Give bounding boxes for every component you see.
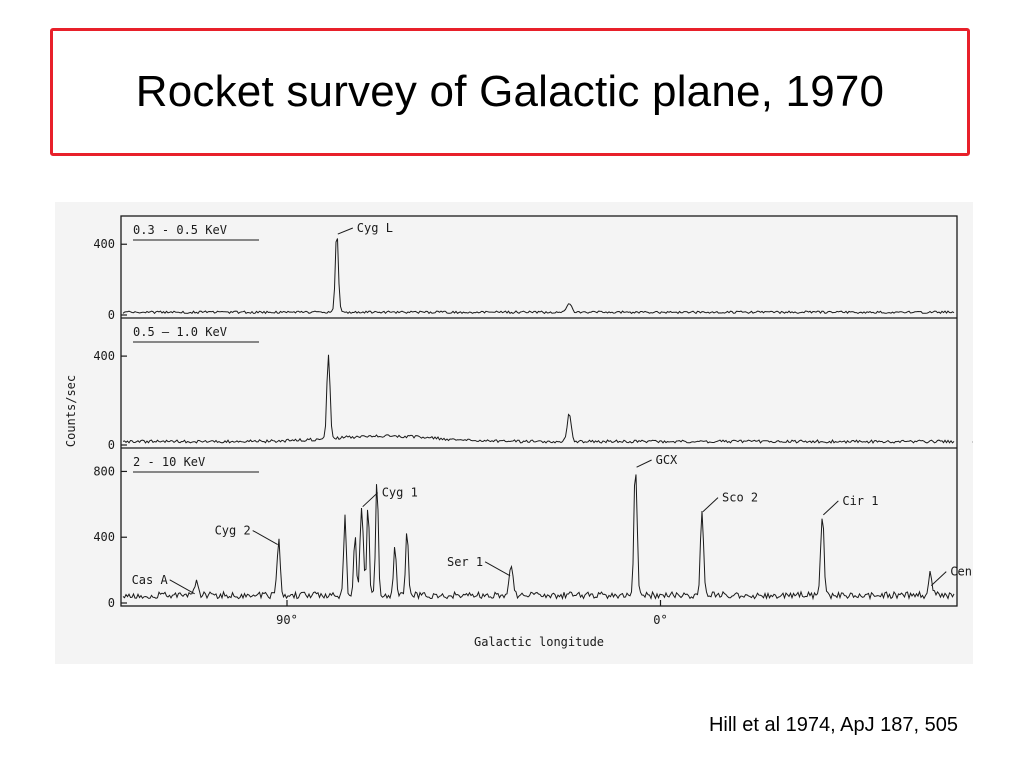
x-tick-label: 0°: [653, 613, 667, 627]
x-tick-label: 90°: [276, 613, 298, 627]
source-pointer: [823, 500, 839, 516]
source-label: Cyg 1: [382, 486, 418, 500]
y-axis-title: Counts/sec: [64, 375, 78, 447]
y-tick-label: 400: [93, 349, 115, 363]
y-tick-label: 400: [93, 530, 115, 544]
source-label: Cas A: [132, 573, 169, 587]
plot-frame: [120, 215, 958, 607]
spectrum-series: [122, 474, 955, 601]
y-tick-label: 0: [108, 596, 115, 610]
band-label: 0.5 – 1.0 KeV: [133, 325, 227, 339]
source-label: Cyg L: [357, 221, 393, 235]
source-label: Cyg 2: [215, 524, 251, 538]
source-pointer: [702, 497, 719, 512]
spectrum-series: [122, 354, 955, 444]
source-pointer: [636, 459, 652, 468]
source-pointer: [930, 571, 947, 586]
citation: Hill et al 1974, ApJ 187, 505: [708, 714, 958, 736]
source-pointer: [337, 227, 353, 235]
source-pointer: [252, 530, 278, 545]
y-tick-label: 0: [108, 308, 115, 322]
source-pointer: [169, 579, 195, 595]
x-axis-title: Galactic longitude: [474, 635, 604, 649]
source-label: Sco 2: [722, 491, 758, 505]
spectrum-series: [122, 238, 955, 315]
y-tick-label: 400: [93, 237, 115, 251]
band-label: 0.3 - 0.5 KeV: [133, 223, 227, 237]
source-label: GCX: [656, 453, 678, 467]
band-label: 2 - 10 KeV: [133, 455, 205, 469]
source-pointer: [484, 561, 511, 577]
source-pointer: [362, 492, 379, 508]
slide-title: Rocket survey of Galactic plane, 1970: [135, 67, 885, 116]
source-label: Ser 1: [447, 555, 483, 569]
source-label: Cir 1: [842, 494, 878, 508]
title-box: Rocket survey of Galactic plane, 1970: [50, 28, 970, 156]
y-tick-label: 800: [93, 464, 115, 478]
y-tick-label: 0: [108, 438, 115, 452]
source-label: Cen 3: [950, 565, 973, 579]
